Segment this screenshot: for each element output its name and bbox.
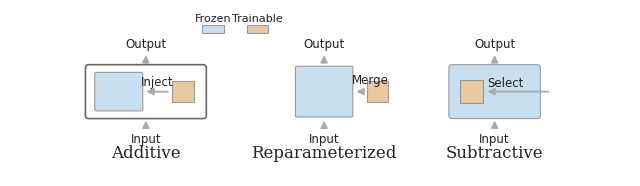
FancyBboxPatch shape (85, 65, 206, 118)
FancyBboxPatch shape (95, 72, 143, 111)
FancyBboxPatch shape (449, 65, 540, 118)
FancyBboxPatch shape (246, 25, 268, 33)
Text: Output: Output (474, 38, 515, 51)
FancyBboxPatch shape (172, 81, 194, 102)
Text: Subtractive: Subtractive (446, 145, 543, 162)
FancyBboxPatch shape (296, 66, 353, 117)
Text: Reparameterized: Reparameterized (252, 145, 397, 162)
Text: Additive: Additive (111, 145, 180, 162)
Text: Input: Input (309, 133, 339, 146)
Text: Trainable: Trainable (232, 14, 283, 24)
FancyBboxPatch shape (460, 80, 483, 103)
Text: Select: Select (488, 77, 524, 90)
Text: Output: Output (125, 38, 166, 51)
Text: Frozen: Frozen (195, 14, 232, 24)
FancyBboxPatch shape (367, 81, 388, 102)
Text: Output: Output (303, 38, 345, 51)
Text: Merge: Merge (351, 74, 388, 87)
Text: Input: Input (131, 133, 161, 146)
FancyBboxPatch shape (202, 25, 224, 33)
Text: Input: Input (479, 133, 510, 146)
Text: Inject: Inject (140, 76, 173, 89)
